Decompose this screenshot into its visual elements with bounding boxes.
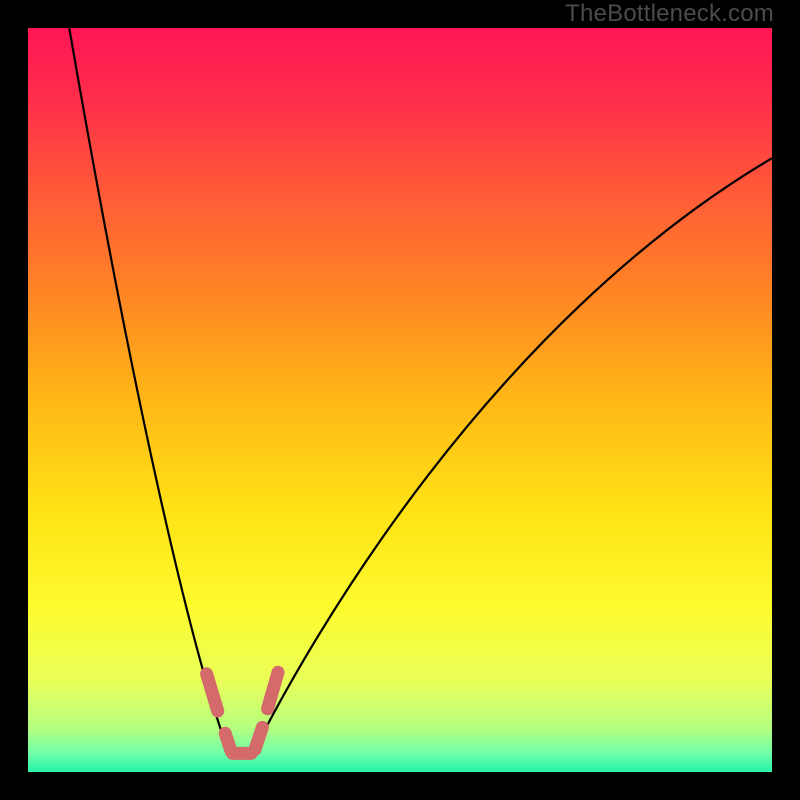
chart-frame: TheBottleneck.com [0, 0, 800, 800]
valley-marker-segment [255, 727, 262, 749]
bottleneck-chart [0, 0, 800, 800]
watermark-text: TheBottleneck.com [565, 0, 774, 28]
